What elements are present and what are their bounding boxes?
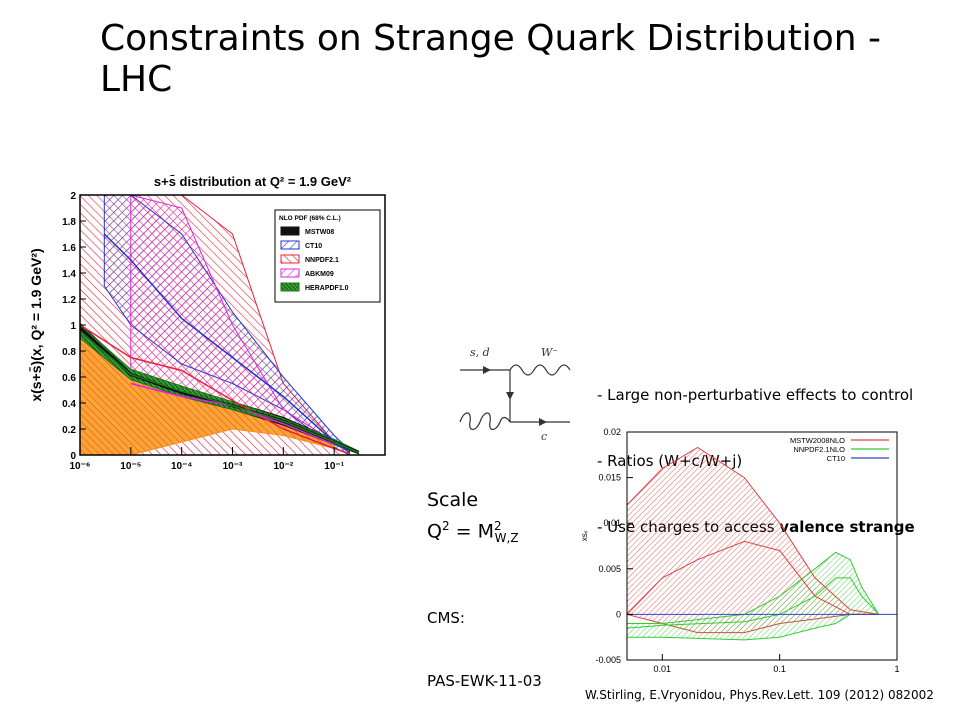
legend-swatch-herapdf1-0 [280,282,300,292]
line-herapdf1-0 [80,330,359,454]
y-axis-label: xsᵥ [580,530,589,541]
y-tick-label: 0.4 [62,399,76,410]
label-s-d: s, d [470,346,490,359]
legend-label-abkm09: ABKM09 [305,271,334,278]
y-tick-label: 0.6 [62,373,76,384]
cms-reference: CMS: PAS-EWK-11-03 [427,566,542,713]
quark-out-arrow [539,418,547,426]
y-tick-label: 0.2 [62,425,76,436]
y-tick-label: 0.015 [598,473,621,483]
chart-title: s+s̄ distribution at Q² = 1.9 GeV² [154,174,352,189]
propagator-arrow [506,392,514,400]
y-axis-label: x(s+s̄)(x, Q² = 1.9 GeV²) [27,248,44,401]
legend-label-nnpdf2-1: NNPDF2.1 [305,257,339,264]
y-tick-label: 0 [616,609,621,619]
legend-label-mstw08: MSTW08 [305,229,334,236]
strange-distribution-chart: 0 0.2 0.4 0.6 0.8 1 1.2 1.4 1.6 1.8 2 10⁻⁶ 10⁻⁵ 10⁻⁴ 1… [27,174,400,470]
legend-label-ct10: CT10 [305,243,322,250]
x-tick-label: 10⁻³ [223,461,243,470]
legend-label-mstw2008nlo: MSTW2008NLO [790,436,845,445]
line-nnpdf2-1nlo [626,577,880,629]
y-tick-label: 0.8 [62,347,76,358]
y-tick-label: 0.005 [598,564,621,574]
x-tick-label: 10⁻⁵ [120,461,141,470]
label-c: c [541,430,547,443]
y-tick-label: 2 [70,191,76,202]
legend-title: NLO PDF (68% C.L.) [279,215,341,222]
legend-swatch-mstw08 [280,226,300,236]
legend-label-nnpdf2-1nlo: NNPDF2.1NLO [793,445,845,454]
y-tick-label: 0 [70,451,76,462]
y-tick-label: 1.2 [62,295,76,306]
slide-title: Constraints on Strange Quark Distributio… [100,18,881,100]
y-tick-label: -0.005 [595,655,621,665]
legend-swatch-abkm09 [280,268,300,278]
valence-strange-chart: -0.005 0 0.005 0.01 0.015 0.02 0.01 0.1 1 xsᵥ MST… [580,427,900,674]
cms-label: CMS: [427,609,465,627]
x-tick-label: 1 [894,664,899,674]
x-tick-label: 10⁻¹ [324,461,344,470]
feynman-diagram: s, d W⁻ c [459,346,571,443]
plot-frame [626,431,898,661]
scale-equation: Q2 = M2W,Z [427,519,519,546]
legend-swatch-nnpdf2-1 [280,254,300,264]
y-tick-label: 1.6 [62,243,76,254]
valence-strange-bold: valence strange [779,518,915,536]
gluon-line [459,412,511,431]
line-mstw2008nlo [626,540,879,615]
band-herapdf1-0 [80,324,359,455]
quark-in-arrow [483,366,491,374]
citation: W.Stirling, E.Vryonidou, Phys.Rev.Lett. … [585,688,934,702]
w-boson-line [509,364,571,376]
y-tick-label: 1.4 [62,269,76,280]
x-tick-label: 0.01 [654,664,672,674]
x-tick-label: 10⁻⁶ [69,461,90,470]
y-tick-label: 1.8 [62,217,76,228]
cms-analysis-id: PAS-EWK-11-03 [427,672,542,690]
x-axis-label: x [392,465,400,470]
legend-label-ct10: CT10 [827,454,845,463]
x-tick-label: 10⁻⁴ [171,461,192,470]
bullet-1: - Large non-perturbative effects to cont… [597,386,914,404]
y-tick-label: 1 [70,321,76,332]
label-w-minus: W⁻ [541,346,558,359]
legend-swatch-ct10 [280,240,300,250]
x-tick-label: 10⁻² [273,461,293,470]
scale-label: Scale [427,489,479,511]
y-tick-label: 0.02 [603,427,621,437]
x-tick-label: 0.1 [773,664,786,674]
y-tick-label: 0.01 [603,518,621,528]
legend-label-herapdf1-0: HERAPDF1.0 [305,285,349,292]
